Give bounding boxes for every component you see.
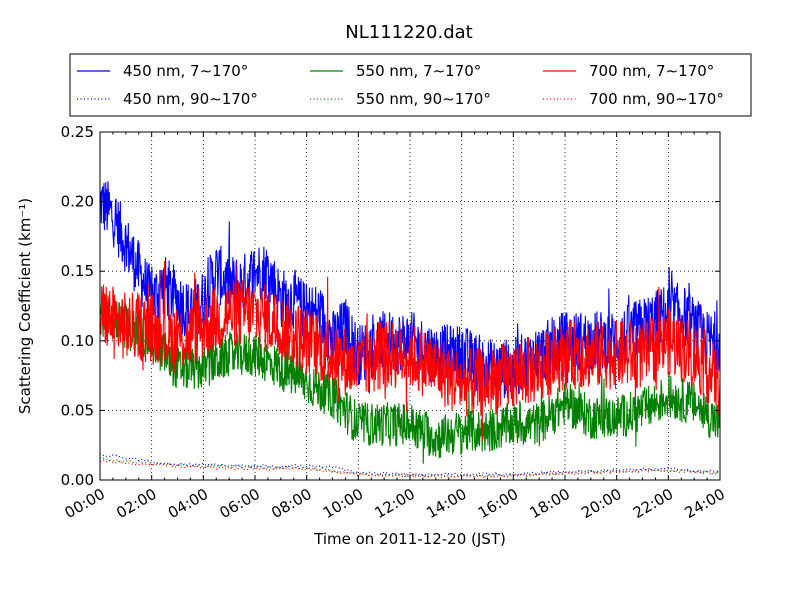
legend-label: 700 nm, 7∼170° xyxy=(589,62,714,80)
legend-label: 450 nm, 7∼170° xyxy=(123,62,248,80)
legend-label: 450 nm, 90∼170° xyxy=(123,90,258,108)
y-tick-label: 0.00 xyxy=(61,471,94,489)
y-tick-label: 0.05 xyxy=(61,401,94,419)
x-tick-label: 22:00 xyxy=(630,485,676,522)
series-lines xyxy=(99,181,721,479)
x-axis-label: Time on 2011-12-20 (JST) xyxy=(313,530,506,548)
x-tick-label: 12:00 xyxy=(372,485,418,522)
series-line xyxy=(99,456,721,479)
y-tick-label: 0.25 xyxy=(61,123,94,141)
legend-box xyxy=(69,53,752,117)
series-line xyxy=(99,292,721,464)
y-tick-label: 0.20 xyxy=(61,193,94,211)
x-tick-label: 14:00 xyxy=(423,485,469,522)
y-tick-label: 0.15 xyxy=(61,262,94,280)
x-tick-label: 08:00 xyxy=(268,485,314,522)
legend-label: 700 nm, 90∼170° xyxy=(589,90,724,108)
legend: 450 nm, 7∼170° 450 nm, 90∼170° 550 nm, 7∼1… xyxy=(69,53,752,117)
series-line xyxy=(99,261,721,442)
x-tick-label: 04:00 xyxy=(165,485,211,522)
series-line xyxy=(99,459,721,478)
y-tick-label: 0.10 xyxy=(61,332,94,350)
x-tick-label: 06:00 xyxy=(217,485,263,522)
x-tick-label: 16:00 xyxy=(475,485,521,522)
x-tick-label: 02:00 xyxy=(113,485,159,522)
y-axis-label: Scattering Coefficient (km⁻¹) xyxy=(16,198,34,414)
x-tick-label: 24:00 xyxy=(682,485,728,522)
chart-title: NL111220.dat xyxy=(345,22,472,43)
legend-label: 550 nm, 90∼170° xyxy=(356,90,491,108)
x-tick-label: 00:00 xyxy=(62,485,108,522)
legend-label: 550 nm, 7∼170° xyxy=(356,62,481,80)
x-tick-label: 10:00 xyxy=(320,485,366,522)
x-tick-label: 20:00 xyxy=(578,485,624,522)
axis-ticks: 00:00 02:00 04:00 06:00 08:00 10:00 12:00 14:00… xyxy=(61,123,728,522)
x-tick-label: 18:00 xyxy=(527,485,573,522)
